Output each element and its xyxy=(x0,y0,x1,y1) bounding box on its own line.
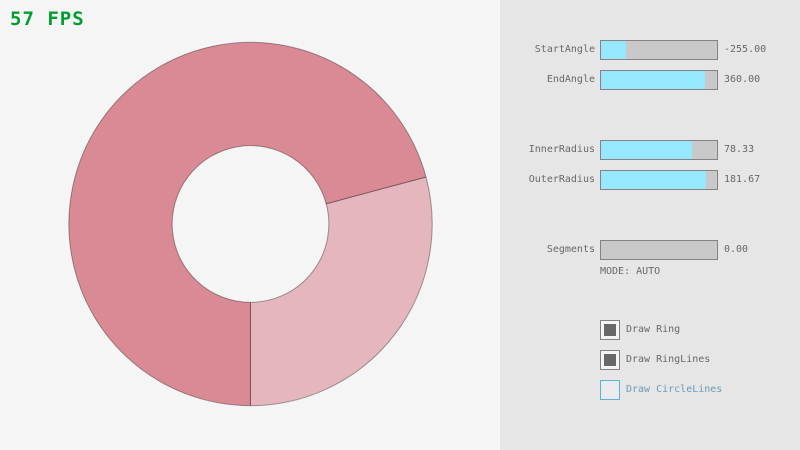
slider-value: -255.00 xyxy=(724,44,767,55)
ring-canvas: 57 FPS xyxy=(10,8,433,407)
ring-chart xyxy=(68,41,433,407)
segments-mode-label: MODE: AUTO xyxy=(600,266,661,277)
checkbox-check-icon xyxy=(604,354,616,366)
slider-label: StartAngle xyxy=(534,44,595,55)
slider-label: OuterRadius xyxy=(528,174,595,185)
checkbox-row-draw-ringlines: Draw RingLines xyxy=(0,350,800,370)
slider-row-start-angle: StartAngle -255.00 xyxy=(0,40,800,60)
slider-value: 0.00 xyxy=(724,244,749,255)
slider-row-segments: Segments 0.00 xyxy=(0,240,800,260)
slider-value: 360.00 xyxy=(724,74,761,85)
checkbox-check-icon xyxy=(604,324,616,336)
slider-fill xyxy=(601,171,707,189)
inner-radius-slider[interactable] xyxy=(600,140,718,160)
ring-segment xyxy=(250,176,433,407)
slider-row-outer-radius: OuterRadius 181.67 xyxy=(0,170,800,190)
slider-label: InnerRadius xyxy=(528,144,595,155)
slider-fill xyxy=(601,41,627,59)
slider-fill xyxy=(601,141,692,159)
slider-row-inner-radius: InnerRadius 78.33 xyxy=(0,140,800,160)
slider-label: Segments xyxy=(546,244,595,255)
slider-value: 181.67 xyxy=(724,174,761,185)
draw-circlelines-checkbox[interactable] xyxy=(600,380,620,400)
end-angle-slider[interactable] xyxy=(600,70,718,90)
draw-ring-checkbox[interactable] xyxy=(600,320,620,340)
checkbox-label: Draw Ring xyxy=(626,324,681,335)
checkbox-label: Draw RingLines xyxy=(626,354,711,365)
draw-ringlines-checkbox[interactable] xyxy=(600,350,620,370)
slider-value: 78.33 xyxy=(724,144,755,155)
segments-slider[interactable] xyxy=(600,240,718,260)
slider-fill xyxy=(601,71,706,89)
checkbox-row-draw-ring: Draw Ring xyxy=(0,320,800,340)
fps-counter: 57 FPS xyxy=(10,8,85,30)
slider-label: EndAngle xyxy=(546,74,595,85)
checkbox-label: Draw CircleLines xyxy=(626,384,723,395)
outer-radius-slider[interactable] xyxy=(600,170,718,190)
slider-row-end-angle: EndAngle 360.00 xyxy=(0,70,800,90)
checkbox-row-draw-circlelines: Draw CircleLines xyxy=(0,380,800,400)
ring-segment xyxy=(68,41,427,407)
start-angle-slider[interactable] xyxy=(600,40,718,60)
